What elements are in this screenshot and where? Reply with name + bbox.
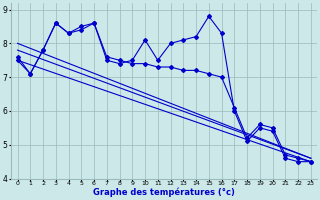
X-axis label: Graphe des températures (°c): Graphe des températures (°c) <box>93 188 235 197</box>
